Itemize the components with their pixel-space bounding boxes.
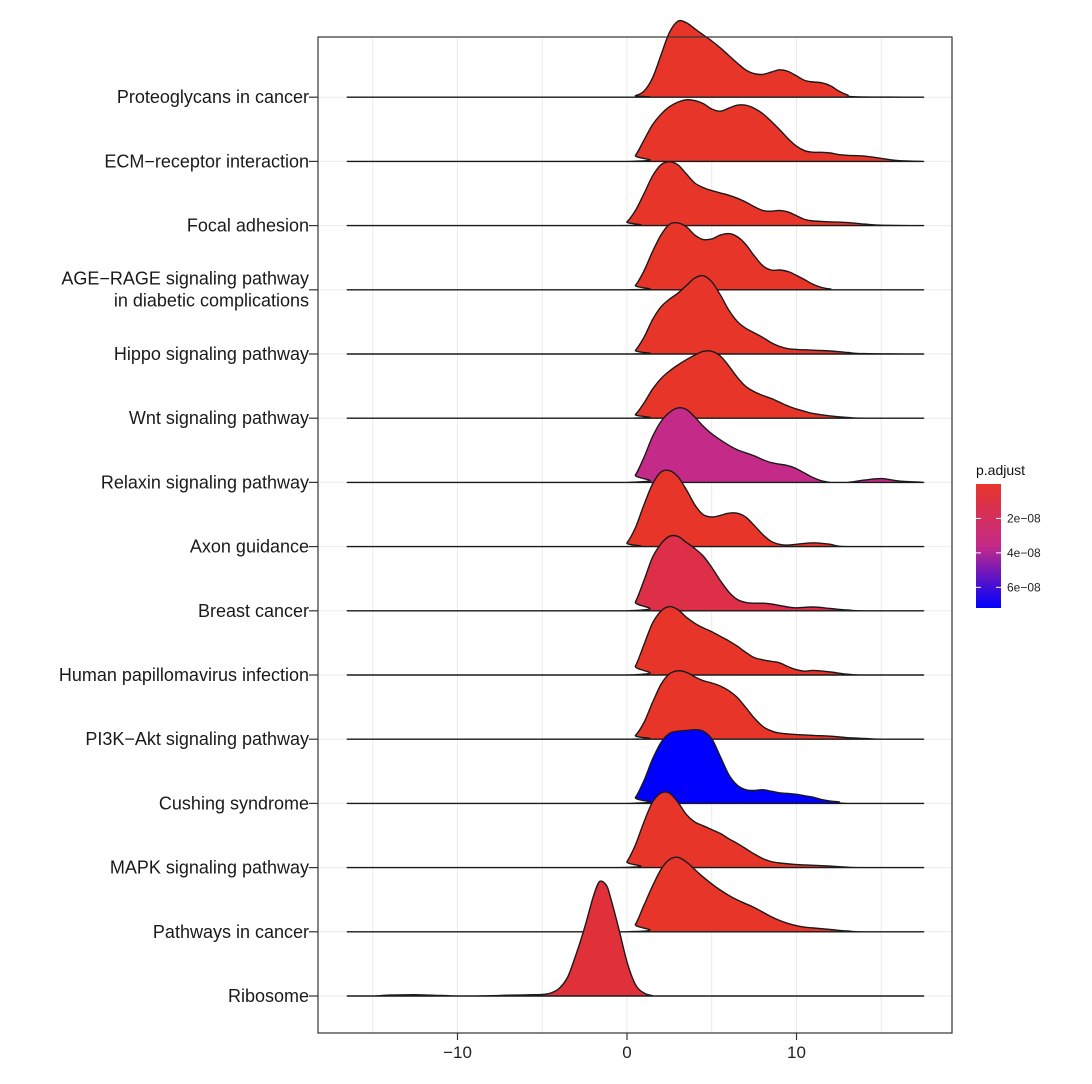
ridge-wnt-signaling-pathway [346,350,925,419]
ridge-pi3k-akt-signaling-pathway [346,670,925,740]
y-label-cushing-syndrome: Cushing syndrome [159,793,309,813]
ridge-pathways-in-cancer [346,856,925,933]
legend-tick-label: 2e−08 [1007,511,1041,525]
ridge-ribosome [346,880,925,997]
legend-tick-label: 6e−08 [1007,580,1041,594]
ridge-cushing-syndrome [346,728,925,805]
legend-colorbar [976,484,1001,608]
legend: p.adjust 2e−08 4e−08 6e−08 [976,462,1041,608]
ridge-layer [346,19,925,997]
y-label-ribosome: Ribosome [228,986,309,1006]
y-label-wnt-signaling-pathway: Wnt signaling pathway [129,408,309,428]
ridge-focal-adhesion [346,161,925,227]
x-axis: −10 0 10 [443,1033,806,1062]
y-label-axon-guidance: Axon guidance [190,537,309,557]
y-label-mapk-signaling-pathway: MAPK signaling pathway [110,858,309,878]
y-label-pathways-in-cancer: Pathways in cancer [153,922,309,942]
y-label-age-rage-signaling-pathway-in-diabetic-complications: AGE−RAGE signaling pathway in diabetic co… [61,268,309,310]
ridge-age-rage-signaling-pathway-in-diabetic-complications [346,221,925,291]
ridge-proteoglycans-in-cancer [346,19,925,98]
ridge-mapk-signaling-pathway [346,791,925,869]
ridge-ecm-receptor-interaction [346,99,925,163]
ridge-breast-cancer [346,534,925,612]
ridge-hippo-signaling-pathway [346,274,925,355]
ridge-relaxin-signaling-pathway [346,407,925,484]
legend-title: p.adjust [976,462,1025,478]
y-axis-labels: Proteoglycans in cancer ECM−receptor inte… [59,87,318,1006]
y-label-breast-cancer: Breast cancer [198,601,309,621]
y-label-hippo-signaling-pathway: Hippo signaling pathway [114,344,309,364]
x-tick-label: 0 [622,1043,631,1062]
y-label-human-papillomavirus-infection: Human papillomavirus infection [59,665,309,685]
y-label-proteoglycans-in-cancer: Proteoglycans in cancer [117,87,309,107]
ridge-human-papillomavirus-infection [346,605,925,676]
plot-panel-border [317,36,953,1034]
ridge-axon-guidance [346,469,925,548]
y-label-ecm-receptor-interaction: ECM−receptor interaction [104,151,309,171]
y-label-relaxin-signaling-pathway: Relaxin signaling pathway [101,472,309,492]
legend-tick-label: 4e−08 [1007,546,1041,560]
x-tick-label: −10 [443,1043,472,1062]
y-label-focal-adhesion: Focal adhesion [187,216,309,236]
x-tick-label: 10 [787,1043,806,1062]
y-label-pi3k-akt-signaling-pathway: PI3K−Akt signaling pathway [85,729,309,749]
